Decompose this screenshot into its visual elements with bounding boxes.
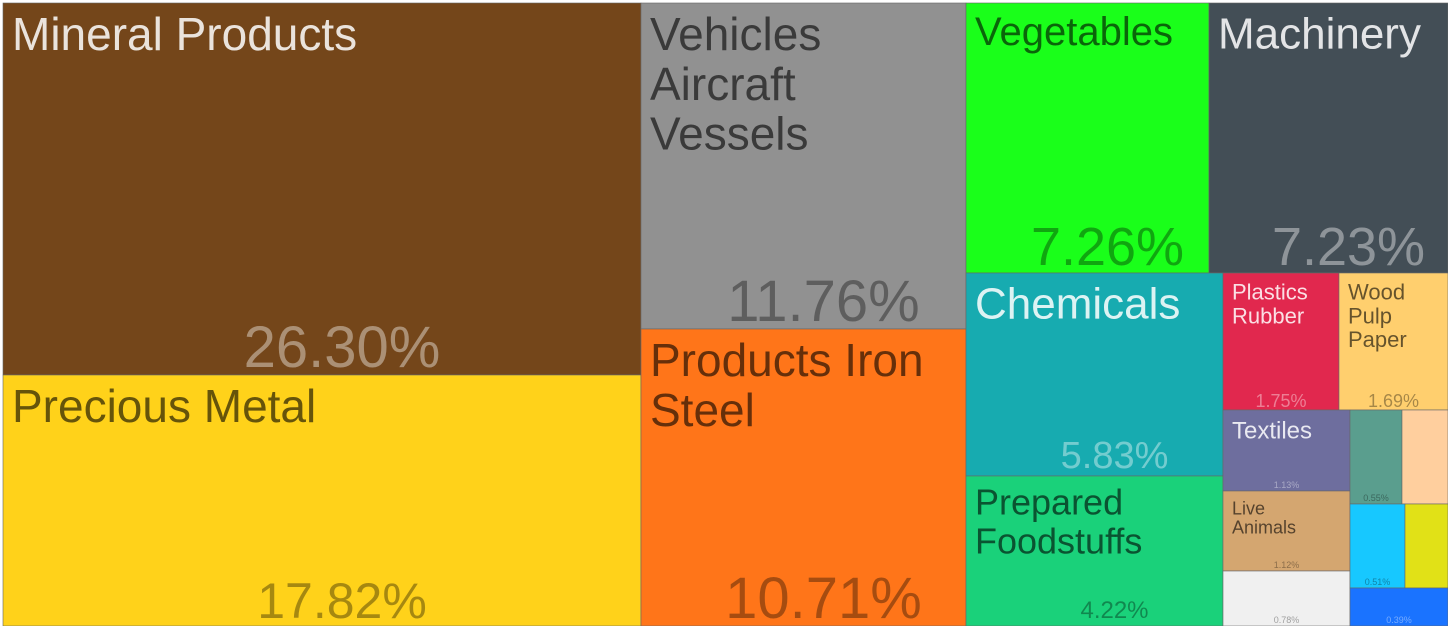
tile-label: Plastics: [1232, 280, 1308, 305]
tile-label: Rubber: [1232, 303, 1304, 328]
tile: [965, 272, 1224, 477]
tile-label: Live: [1232, 498, 1265, 518]
tile: [965, 475, 1224, 626]
tile-label: Prepared: [975, 482, 1123, 523]
tile-label: Vessels: [650, 107, 809, 159]
tile-label: Pulp: [1348, 303, 1392, 328]
value-label: 0.39%: [1386, 615, 1412, 625]
value-label: 7.23%: [1272, 217, 1425, 277]
value-label: 26.30%: [244, 315, 441, 380]
value-label: 5.83%: [1061, 435, 1169, 477]
tile-label: Animals: [1232, 518, 1296, 538]
tile: [1401, 409, 1448, 505]
tile: [1349, 409, 1403, 505]
tile-label: Products Iron: [650, 334, 924, 386]
tile: [1349, 503, 1406, 589]
tile-label: Aircraft: [650, 58, 796, 110]
tile-label: Vegetables: [975, 10, 1173, 54]
tile-label: Textiles: [1232, 417, 1312, 444]
value-label: 1.69%: [1368, 391, 1419, 411]
value-label: 1.12%: [1274, 560, 1300, 570]
value-label: 0.51%: [1365, 577, 1391, 587]
value-label: 1.13%: [1274, 480, 1300, 490]
value-label: 0.55%: [1363, 493, 1389, 503]
tile-label: Machinery: [1218, 9, 1421, 58]
tile: [2, 374, 642, 626]
tile: [1338, 272, 1448, 411]
value-label: 10.71%: [725, 566, 922, 626]
tile: [1222, 490, 1351, 572]
tile: [1404, 503, 1448, 589]
value-label: 11.76%: [727, 269, 919, 334]
tile: [1208, 2, 1448, 274]
tile-label: Precious Metal: [12, 380, 316, 432]
tile: [965, 2, 1210, 274]
tile-label: Chemicals: [975, 279, 1180, 328]
tile: [640, 328, 967, 626]
value-label: 7.26%: [1031, 217, 1184, 277]
value-label: 17.82%: [257, 573, 427, 626]
tile-label: Paper: [1348, 327, 1407, 352]
tile: [1349, 587, 1448, 626]
tile: [1222, 570, 1351, 626]
tile-label: Vehicles: [650, 8, 821, 60]
value-label: 0.78%: [1274, 615, 1300, 625]
value-label: 4.22%: [1080, 597, 1148, 624]
tile-label: Foodstuffs: [975, 520, 1142, 561]
value-label: 1.75%: [1255, 391, 1306, 411]
tile-label: Mineral Products: [12, 8, 357, 60]
tile: [1222, 272, 1340, 411]
tile-label: Steel: [650, 384, 755, 436]
tile-label: Wood: [1348, 280, 1405, 305]
tile: [2, 2, 642, 376]
tile: [1222, 409, 1351, 492]
